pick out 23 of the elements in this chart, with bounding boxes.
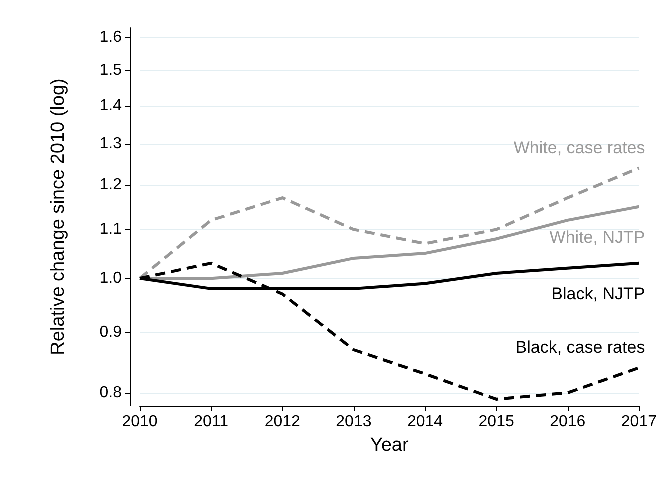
x-tick-label: 2016	[550, 414, 586, 430]
x-tick-label: 2014	[407, 414, 444, 430]
x-tick-label: 2015	[478, 414, 514, 430]
y-tick-label: 1.1	[100, 221, 122, 238]
x-tick-label: 2012	[264, 414, 301, 430]
y-tick-label: 1.5	[100, 62, 122, 80]
y-tick-label: 1.4	[100, 98, 122, 115]
y-axis-title: Relative change since 2010 (log)	[48, 78, 69, 356]
series-label: White, case rates	[514, 138, 646, 158]
y-tick-label: 0.8	[100, 384, 122, 402]
series-label: Black, NJTP	[552, 284, 646, 304]
x-tick-label: 2011	[194, 414, 229, 430]
x-axis-title: Year	[370, 435, 410, 456]
y-tick-label: 1.2	[100, 176, 122, 194]
series-label: Black, case rates	[516, 338, 646, 357]
x-tick-label: 2017	[621, 414, 658, 430]
y-tick-label: 0.9	[100, 324, 122, 342]
x-tick-label: 2013	[336, 414, 372, 430]
x-tick-label: 2010	[122, 414, 158, 430]
y-tick-label: 1.6	[100, 29, 122, 46]
series-label: White, NJTP	[550, 228, 646, 247]
y-tick-label: 1.0	[100, 270, 122, 288]
y-tick-label: 1.3	[100, 136, 122, 153]
